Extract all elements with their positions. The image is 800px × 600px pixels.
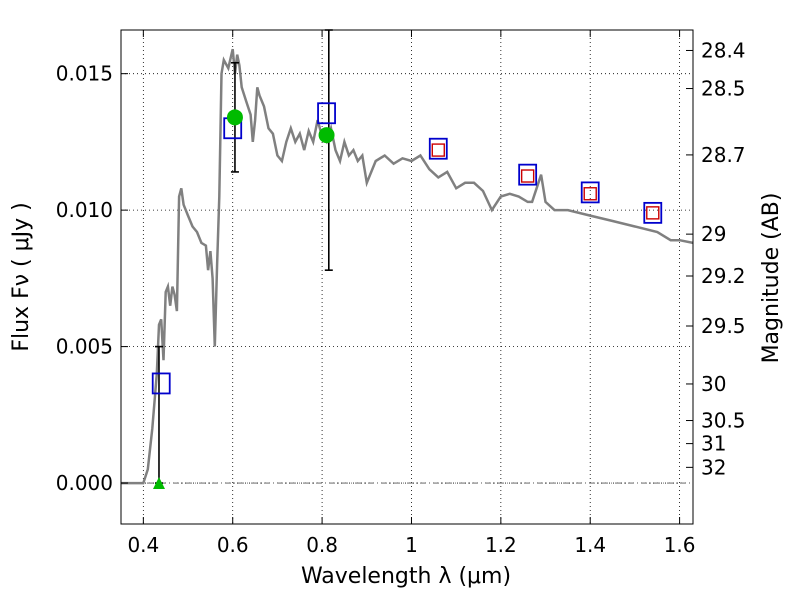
measured-point (226, 109, 243, 126)
x-tick-label: 1.6 (664, 533, 696, 557)
observed-box (428, 137, 448, 160)
magnitude-tick-label: 28.7 (701, 143, 746, 167)
grid (121, 30, 693, 524)
model-box (520, 169, 535, 183)
magnitude-tick-label: 30 (701, 372, 726, 396)
magnitude-tick-label: 29.2 (701, 264, 746, 288)
magnitude-tick-label: 28.5 (701, 77, 746, 101)
x-tick-label: 0.6 (217, 533, 249, 557)
upper-limit-marker (152, 477, 165, 490)
y-axis-ticks: 0.000 0.005 0.010 0.015 (56, 62, 128, 495)
y-tick-label: 0.010 (56, 198, 113, 222)
x-tick-label: 0.8 (306, 533, 338, 557)
measured-point (318, 127, 335, 144)
magnitude-tick-label: 32 (701, 455, 726, 479)
magnitude-axis-title: Magnitude (AB) (759, 193, 784, 364)
magnitude-tick-label: 28.4 (701, 38, 746, 62)
y-axis-title: Flux Fν ( μJy ) (9, 202, 34, 351)
x-axis-ticks: 0.4 0.6 0.8 1 1.2 1.4 1.6 (127, 30, 696, 557)
magnitude-tick-label: 29 (701, 222, 726, 246)
photometry-boxes (151, 102, 663, 395)
model-box (431, 143, 445, 157)
model-box (646, 206, 660, 220)
x-axis-title: Wavelength λ (μm) (301, 564, 511, 589)
observed-box (518, 163, 538, 186)
y-tick-label: 0.005 (56, 335, 113, 359)
x-tick-label: 1.2 (485, 533, 517, 557)
y-tick-label: 0.015 (56, 62, 113, 86)
observed-box (317, 102, 336, 125)
x-tick-label: 0.4 (127, 533, 159, 557)
y-tick-label: 0.000 (56, 471, 113, 495)
magnitude-tick-label: 29.5 (701, 314, 746, 338)
magnitude-tick-label: 31 (701, 432, 726, 456)
plot-frame (120, 29, 694, 525)
x-tick-label: 1.4 (574, 533, 606, 557)
measured-points (152, 109, 335, 490)
observed-box (151, 372, 171, 395)
model-box (583, 187, 597, 201)
observed-box (580, 181, 600, 204)
model-spectrum-line (121, 48, 694, 485)
x-tick-label: 1 (405, 533, 418, 557)
observed-box (643, 201, 663, 224)
magnitude-tick-label: 30.5 (701, 409, 746, 433)
